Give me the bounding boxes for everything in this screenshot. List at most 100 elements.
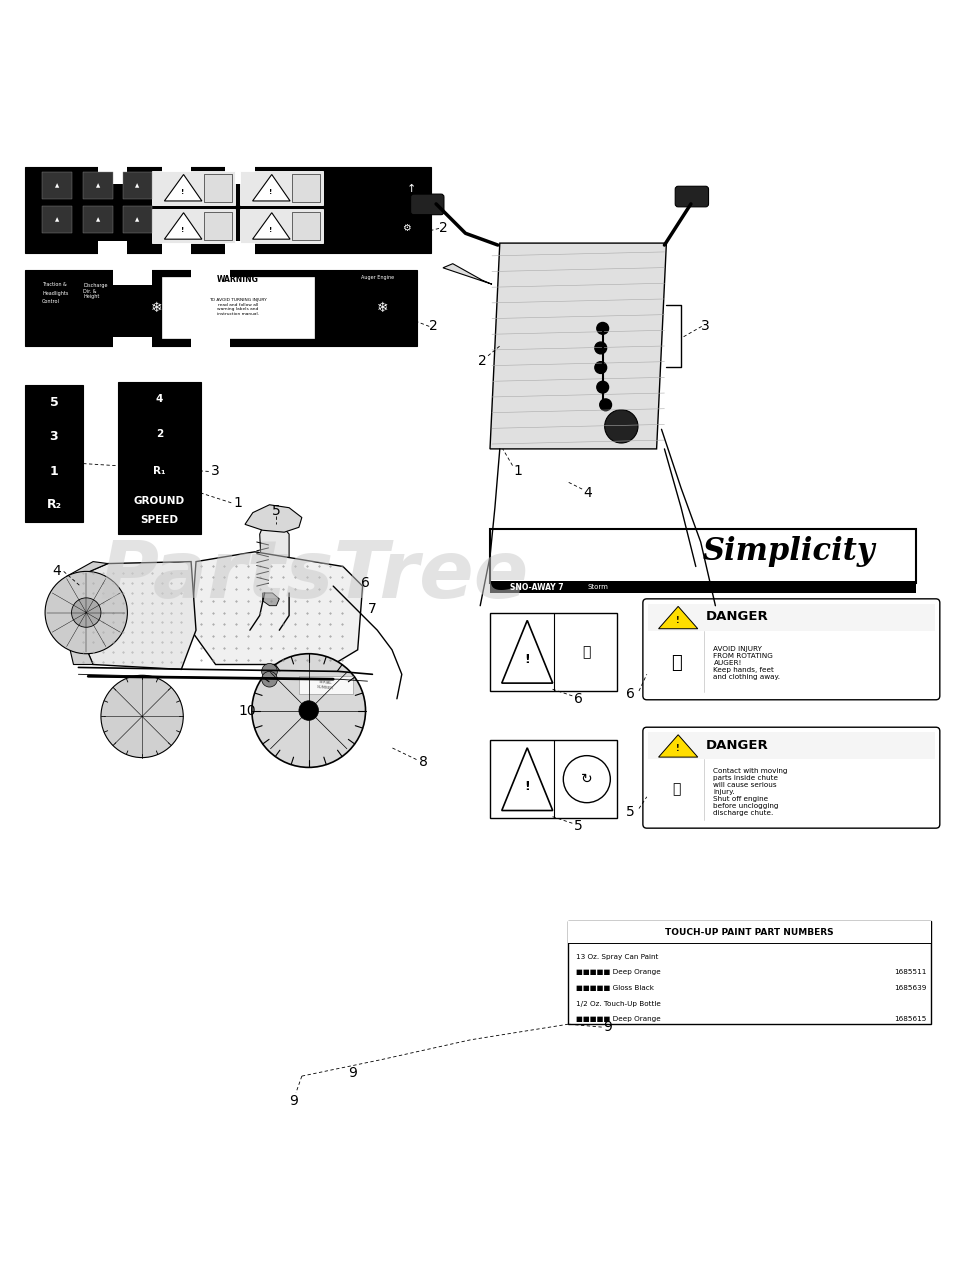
Text: 3: 3 — [212, 465, 220, 479]
Text: 13 Oz. Spray Can Paint: 13 Oz. Spray Can Paint — [576, 954, 659, 960]
Text: 2: 2 — [429, 320, 437, 333]
Text: 4: 4 — [584, 486, 592, 500]
FancyBboxPatch shape — [568, 922, 931, 943]
Text: !: ! — [270, 189, 272, 195]
FancyBboxPatch shape — [162, 160, 191, 184]
FancyBboxPatch shape — [299, 676, 353, 694]
Text: ▲: ▲ — [96, 218, 100, 221]
FancyBboxPatch shape — [568, 922, 931, 1024]
Text: Traction &: Traction & — [42, 282, 67, 287]
Text: 5: 5 — [626, 805, 634, 818]
FancyBboxPatch shape — [113, 266, 152, 285]
Text: 2: 2 — [439, 221, 447, 236]
Text: 5: 5 — [50, 397, 58, 410]
Text: !: ! — [181, 227, 184, 233]
Text: ▲: ▲ — [135, 218, 139, 221]
Text: ▲: ▲ — [55, 218, 59, 221]
FancyBboxPatch shape — [122, 172, 152, 198]
Text: 1: 1 — [233, 495, 243, 509]
FancyBboxPatch shape — [225, 241, 255, 261]
Circle shape — [605, 410, 638, 443]
Text: 9: 9 — [289, 1093, 299, 1107]
FancyBboxPatch shape — [411, 195, 444, 215]
Text: 5: 5 — [272, 503, 280, 517]
FancyBboxPatch shape — [113, 337, 152, 352]
Polygon shape — [253, 212, 290, 239]
Text: Storm: Storm — [588, 584, 609, 590]
Circle shape — [72, 598, 101, 627]
Text: R₁: R₁ — [153, 466, 166, 476]
Text: 4: 4 — [156, 394, 163, 404]
Text: AVOID INJURY
FROM ROTATING
AUGER!
Keep hands, feet
and clothing away.: AVOID INJURY FROM ROTATING AUGER! Keep h… — [713, 646, 780, 680]
Polygon shape — [263, 593, 279, 605]
FancyBboxPatch shape — [98, 160, 127, 184]
Text: ✋: ✋ — [583, 645, 591, 659]
Text: 1685615: 1685615 — [894, 1016, 926, 1023]
Text: 9: 9 — [348, 1066, 358, 1080]
Text: SPEED: SPEED — [140, 516, 178, 525]
Text: !: ! — [270, 227, 272, 233]
Text: 9: 9 — [603, 1020, 612, 1034]
FancyBboxPatch shape — [152, 170, 235, 205]
Text: PartsTree: PartsTree — [99, 538, 528, 616]
Polygon shape — [502, 748, 553, 810]
Polygon shape — [67, 562, 108, 664]
FancyBboxPatch shape — [490, 740, 617, 818]
Text: !: ! — [676, 744, 680, 753]
Text: ✋: ✋ — [671, 654, 681, 672]
Circle shape — [597, 381, 609, 393]
Text: ■■■■■ Deep Orange: ■■■■■ Deep Orange — [576, 1016, 661, 1023]
FancyBboxPatch shape — [24, 270, 416, 346]
FancyBboxPatch shape — [152, 209, 235, 243]
Polygon shape — [253, 174, 290, 201]
FancyBboxPatch shape — [292, 174, 320, 202]
Circle shape — [101, 676, 183, 758]
Polygon shape — [490, 243, 666, 449]
Text: 5: 5 — [574, 819, 582, 833]
Text: SNO-AWAY 7: SNO-AWAY 7 — [510, 582, 564, 591]
Text: ↑: ↑ — [407, 184, 416, 195]
FancyBboxPatch shape — [191, 266, 230, 285]
Text: Control: Control — [42, 300, 60, 305]
Polygon shape — [165, 212, 202, 239]
Text: 3: 3 — [702, 320, 710, 333]
Text: Contact with moving
parts inside chute
will cause serious
injury.
Shut off engin: Contact with moving parts inside chute w… — [713, 768, 788, 815]
Text: 3: 3 — [50, 430, 58, 443]
Text: 2: 2 — [156, 429, 163, 439]
FancyBboxPatch shape — [24, 385, 83, 522]
Text: TO AVOID TURNING INJURY
read and follow all
warning labels and
instruction manua: TO AVOID TURNING INJURY read and follow … — [210, 298, 267, 316]
Text: 6: 6 — [361, 576, 370, 590]
Text: ⚙: ⚙ — [403, 224, 411, 233]
Text: 8: 8 — [418, 755, 428, 769]
Circle shape — [262, 671, 277, 687]
Text: ❄: ❄ — [376, 301, 388, 315]
Polygon shape — [191, 552, 363, 664]
Text: GROUND: GROUND — [133, 495, 185, 506]
Text: 1685511: 1685511 — [894, 969, 926, 975]
Text: ▲: ▲ — [96, 183, 100, 188]
FancyBboxPatch shape — [42, 206, 72, 233]
Text: ■■■■■ Gloss Black: ■■■■■ Gloss Black — [576, 984, 655, 991]
Circle shape — [595, 342, 607, 353]
FancyBboxPatch shape — [24, 166, 431, 253]
Polygon shape — [260, 522, 289, 603]
Circle shape — [252, 654, 366, 768]
Text: 7: 7 — [368, 602, 376, 616]
Text: 1685639: 1685639 — [894, 984, 926, 991]
Text: ❄: ❄ — [151, 301, 163, 315]
FancyBboxPatch shape — [122, 206, 152, 233]
FancyBboxPatch shape — [490, 529, 916, 584]
FancyBboxPatch shape — [648, 604, 935, 631]
FancyBboxPatch shape — [240, 209, 323, 243]
Text: 6: 6 — [625, 687, 635, 701]
Text: 10: 10 — [238, 704, 256, 718]
FancyBboxPatch shape — [240, 170, 323, 205]
FancyBboxPatch shape — [225, 160, 255, 184]
Text: !: ! — [524, 653, 530, 666]
FancyBboxPatch shape — [643, 599, 940, 700]
Text: Headlights: Headlights — [42, 291, 69, 296]
Text: !: ! — [181, 189, 184, 195]
Circle shape — [262, 663, 277, 680]
Text: 1: 1 — [50, 465, 58, 477]
Polygon shape — [659, 735, 698, 756]
